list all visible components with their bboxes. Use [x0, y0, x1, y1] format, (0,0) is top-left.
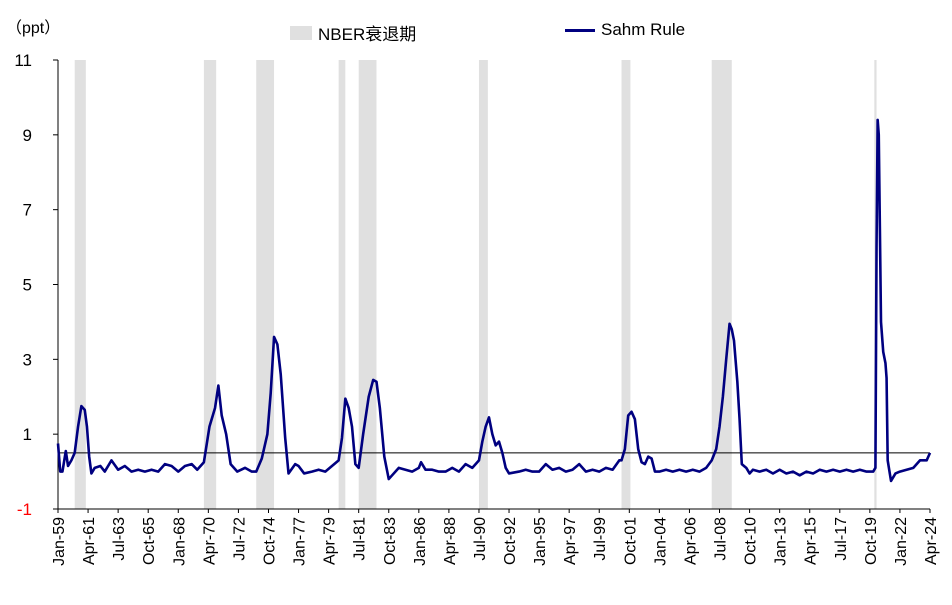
legend-recession-label: NBER衰退期: [318, 25, 417, 44]
x-tick-label: Jul-08: [713, 517, 730, 561]
axes: [53, 59, 931, 513]
x-tick-label: Apr-24: [923, 517, 940, 565]
x-tick-label: Oct-92: [502, 517, 519, 565]
y-tick-label: 9: [23, 126, 32, 145]
x-tick-label: Oct-19: [863, 517, 880, 565]
x-tick-label: Jul-63: [111, 517, 128, 561]
x-tick-label: Jan-59: [51, 517, 68, 566]
x-tick-label: Jul-99: [592, 517, 609, 561]
legend-sahm: Sahm Rule: [565, 20, 685, 40]
x-tick-label: Apr-97: [562, 517, 579, 565]
y-tick-label: 1: [23, 425, 32, 444]
y-tick-label: 5: [23, 276, 32, 295]
x-tick-label: Jul-17: [833, 517, 850, 561]
sahm-rule-line: [56, 118, 932, 483]
x-tick-label: Jan-13: [773, 517, 790, 566]
x-tick-label: Jan-68: [171, 517, 188, 566]
recession-bands: [74, 60, 877, 509]
y-tick-label: -1: [17, 500, 32, 519]
x-tick-label: Oct-83: [382, 517, 399, 565]
recession-band-3: [338, 60, 346, 509]
x-tick-label: Jul-90: [472, 517, 489, 561]
x-tick-label: Jan-95: [532, 517, 549, 566]
y-tick-label: 11: [14, 51, 32, 70]
legend-recession: NBER衰退期: [290, 20, 416, 45]
x-tick-label: Oct-01: [622, 517, 639, 565]
x-tick-label: Oct-74: [261, 517, 278, 565]
x-tick-label: Jan-22: [893, 517, 910, 566]
x-tick-label: Apr-88: [442, 517, 459, 565]
recession-band-1: [203, 60, 217, 509]
recession-band-6: [621, 60, 631, 509]
x-tick-label: Apr-79: [322, 517, 339, 565]
x-tick-labels: Jan-59 Apr-61 Jul-63 Oct-65 Jan-68 Apr-70 Jul-…: [51, 517, 940, 566]
x-tick-label: Jan-77: [292, 517, 309, 566]
recession-band-4: [358, 60, 377, 509]
recession-band-5: [478, 60, 488, 509]
x-tick-label: Jan-04: [652, 517, 669, 566]
sahm-swatch: [565, 28, 595, 32]
y-tick-labels: -1 1 3 5 7 9 11: [14, 51, 32, 519]
x-tick-label: Apr-15: [803, 517, 820, 565]
y-tick-label: 7: [23, 201, 32, 220]
x-tick-label: Jul-72: [231, 517, 248, 561]
y-unit-label: （ppt）: [6, 20, 61, 37]
x-tick-label: Oct-65: [141, 517, 158, 565]
x-tick-label: Apr-06: [682, 517, 699, 565]
x-tick-label: Jan-86: [412, 517, 429, 566]
y-tick-label: 3: [23, 350, 32, 369]
x-tick-label: Oct-10: [743, 517, 760, 565]
legend-sahm-label: Sahm Rule: [601, 20, 686, 39]
x-tick-label: Apr-61: [81, 517, 98, 565]
recession-band-7: [711, 60, 732, 509]
x-tick-label: Apr-70: [201, 517, 218, 565]
recession-swatch: [290, 25, 312, 40]
recession-band-0: [74, 60, 86, 509]
x-tick-label: Jul-81: [352, 517, 369, 561]
